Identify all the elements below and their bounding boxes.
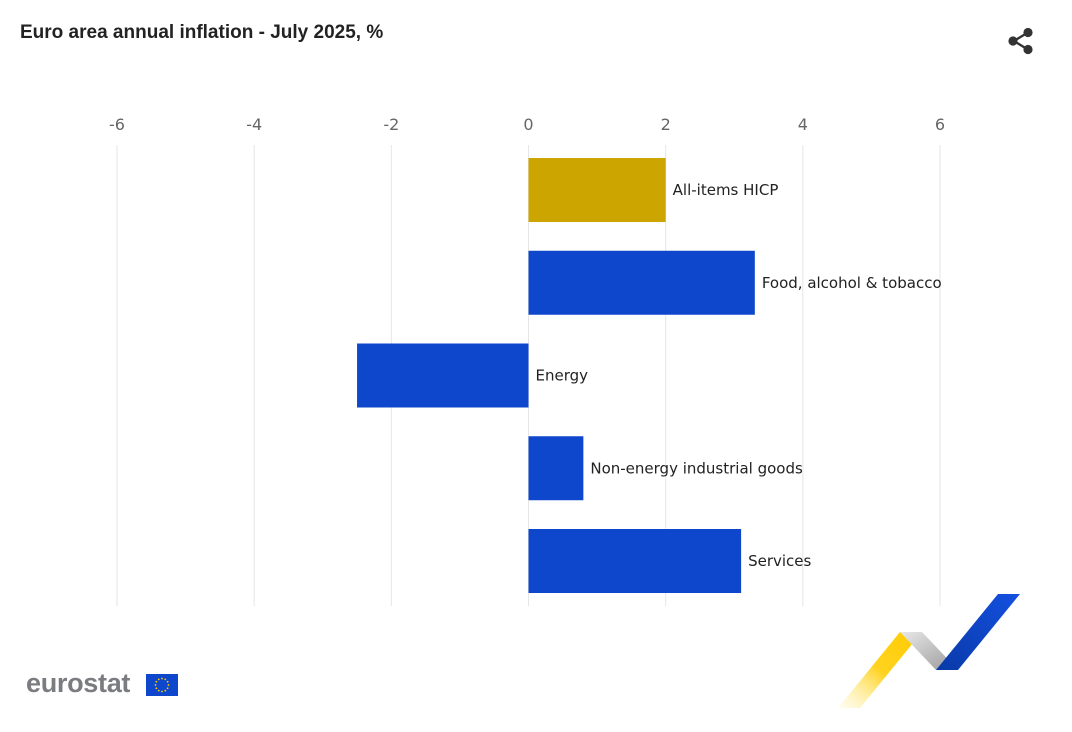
flag-star [167,684,170,686]
x-tick-label: -2 [383,115,399,134]
ribbon-decoration-icon [838,594,1020,708]
bar-label-1: Food, alcohol & tobacco [762,274,942,292]
bar-label-0: All-items HICP [673,181,779,199]
x-tick-label: -4 [246,115,262,134]
share-button[interactable] [1004,24,1038,58]
x-tick-label: 4 [798,115,808,134]
flag-star [164,689,167,692]
bar-0[interactable] [528,158,666,222]
x-tick-label: -6 [109,115,125,134]
flag-star [154,684,157,686]
flag-star [157,689,160,692]
bar-3[interactable] [528,436,584,501]
bar-1[interactable] [528,250,755,315]
flag-star [166,687,169,690]
eu-flag-icon [146,674,178,696]
logo-text: eurostat [26,668,131,698]
bar-labels: All-items HICP Food, alcohol & tobacco Ene… [536,181,942,570]
bar-4[interactable] [528,529,742,593]
flag-star [157,678,160,681]
flag-star [164,678,167,681]
x-axis-ticks: -6 -4 -2 0 2 4 6 [109,115,945,134]
bar-label-3: Non-energy industrial goods [590,459,803,477]
flag-star [155,687,158,690]
x-tick-label: 6 [935,115,945,134]
flag-star [166,680,169,683]
chart-area: -6 -4 -2 0 2 4 6 All-items HICP Food, alcohol &… [109,115,945,606]
flag-star [161,690,163,693]
flag-star [161,677,163,680]
share-icon [1008,27,1033,55]
x-tick-label: 2 [661,115,671,134]
bar-label-4: Services [748,552,811,570]
chart-title: Euro area annual inflation - July 2025, … [20,22,384,43]
flag-star [155,680,158,683]
bar-2[interactable] [357,343,529,408]
x-tick-label: 0 [523,115,533,134]
bar-label-2: Energy [536,367,589,385]
bars [357,158,755,593]
